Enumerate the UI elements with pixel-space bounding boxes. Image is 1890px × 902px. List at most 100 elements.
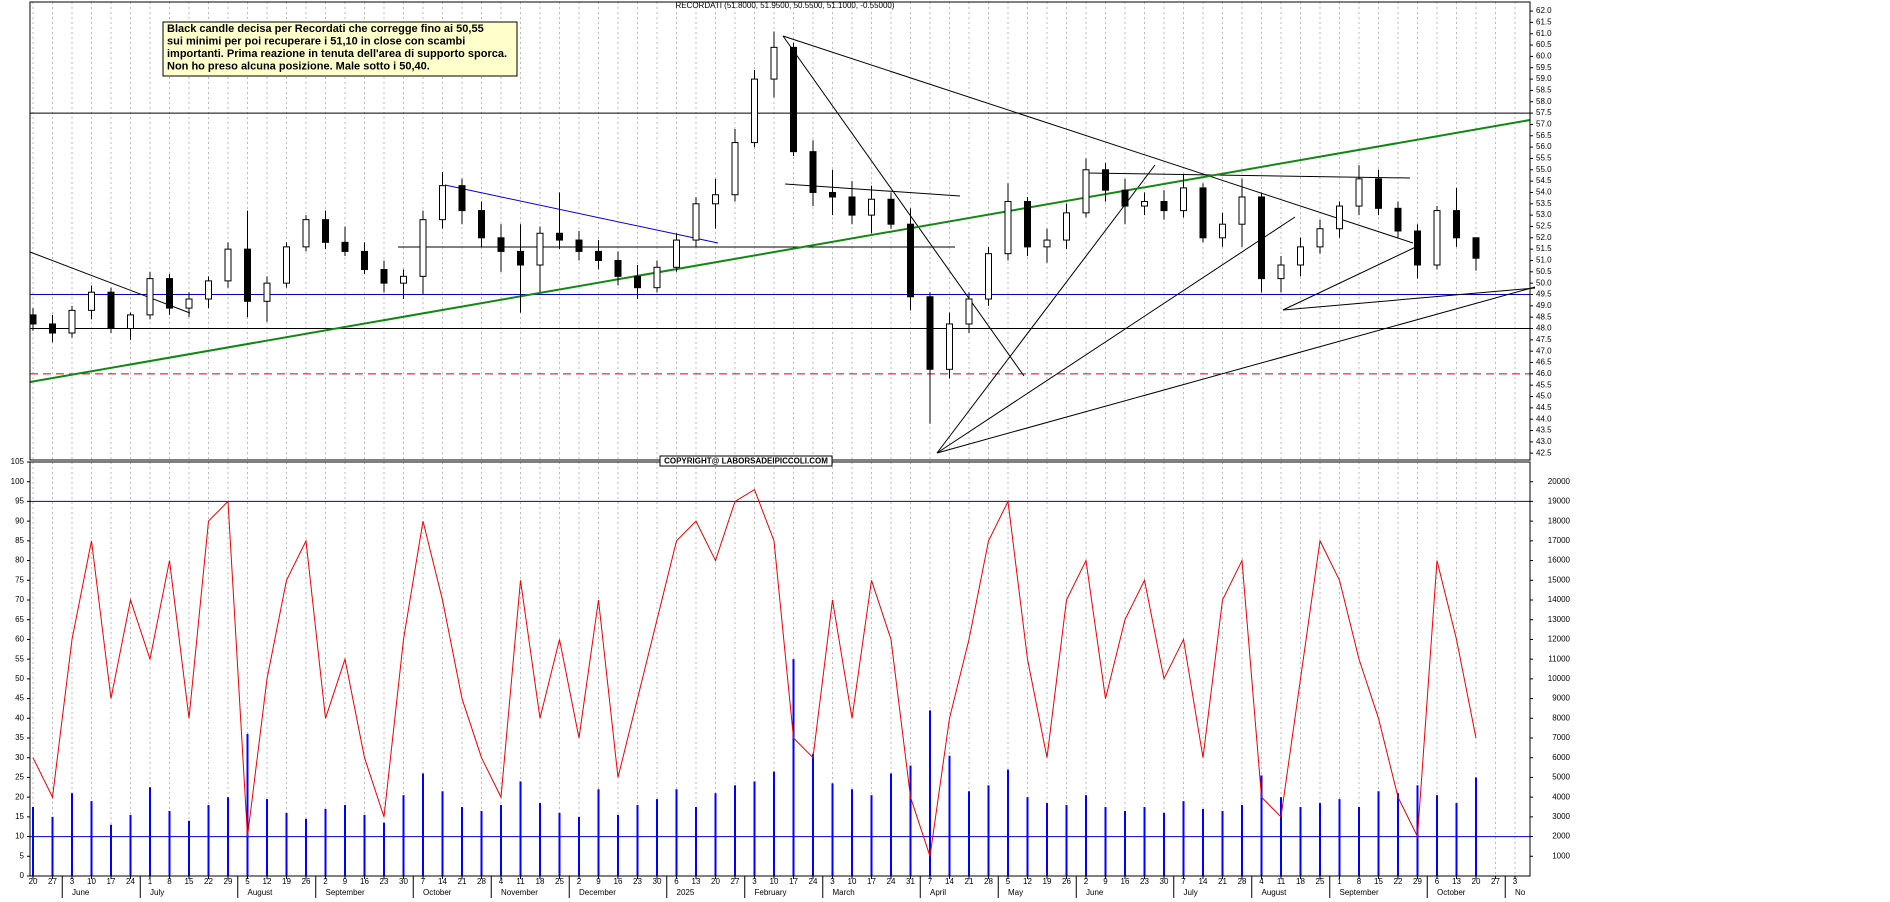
x-tick-label: 7 — [928, 877, 933, 886]
candle-body — [751, 78, 758, 144]
x-tick-label: 17 — [107, 877, 116, 886]
x-tick-label: 18 — [1296, 877, 1305, 886]
volume-bar — [597, 789, 600, 876]
y-tick-label: 61.0 — [1536, 29, 1552, 38]
y-tick-label: 50.5 — [1536, 267, 1552, 276]
y-tick-label: 51.5 — [1536, 244, 1552, 253]
volume-bar — [1241, 805, 1243, 876]
x-tick-label: 27 — [731, 877, 740, 886]
y-tick-label: 60 — [15, 635, 24, 644]
month-label: April — [930, 888, 946, 897]
volume-bar — [968, 791, 970, 876]
y-tick-label: 100 — [11, 477, 25, 486]
y2-tick-label: 8000 — [1552, 713, 1570, 722]
x-tick-label: 20 — [29, 877, 38, 886]
y-tick-label: 46.0 — [1536, 369, 1552, 378]
candle-body — [146, 278, 154, 316]
candle-body — [1414, 230, 1421, 266]
y-tick-label: 43.5 — [1536, 426, 1552, 435]
x-tick-label: 4 — [499, 877, 504, 886]
month-label: November — [501, 888, 538, 897]
y-tick-label: 105 — [11, 457, 25, 466]
y2-tick-label: 15000 — [1548, 575, 1571, 584]
y-tick-label: 53.5 — [1536, 199, 1552, 208]
month-label: August — [1262, 888, 1288, 897]
candle-body — [1160, 201, 1168, 212]
volume-bar — [402, 795, 405, 876]
x-tick-label: 22 — [1394, 877, 1403, 886]
candle-body — [1102, 169, 1109, 191]
trendline — [782, 35, 1414, 244]
candle-body — [1024, 201, 1031, 248]
month-label: December — [579, 888, 616, 897]
volume-bar — [929, 710, 931, 876]
y-tick-label: 45.0 — [1536, 392, 1552, 401]
candle-body — [965, 298, 973, 325]
y-tick-label: 61.5 — [1536, 18, 1552, 27]
candle-body — [868, 198, 875, 216]
x-tick-label: 3 — [70, 877, 75, 886]
y2-tick-label: 3000 — [1552, 812, 1570, 821]
volume-bar — [266, 799, 268, 876]
annotation-line: Black candle decisa per Recordati che co… — [167, 23, 484, 35]
x-tick-label: 16 — [614, 877, 623, 886]
y-tick-label: 48.5 — [1536, 312, 1552, 321]
volume-bar — [1260, 775, 1263, 876]
x-tick-label: 10 — [87, 877, 96, 886]
y-tick-label: 55.5 — [1536, 154, 1552, 163]
volume-bar — [207, 805, 210, 876]
volume-bar — [695, 807, 697, 876]
y2-tick-label: 17000 — [1548, 536, 1571, 545]
y-tick-label: 56.5 — [1536, 131, 1552, 140]
oscillator-line — [32, 488, 1477, 857]
x-tick-label: 5 — [1006, 877, 1011, 886]
trendline — [936, 216, 1296, 454]
candle-body — [341, 241, 349, 252]
month-label: June — [1086, 888, 1104, 897]
volume-bar — [1104, 807, 1107, 876]
x-tick-label: 25 — [1316, 877, 1325, 886]
volume-bar — [1280, 797, 1282, 876]
volume-bar — [539, 803, 541, 876]
volume-bar — [753, 781, 756, 876]
y2-tick-label: 16000 — [1548, 556, 1571, 565]
y-tick-label: 59.5 — [1536, 63, 1552, 72]
x-tick-label: 6 — [674, 877, 679, 886]
candle-body — [244, 248, 251, 302]
volume-bar — [870, 795, 873, 876]
x-tick-label: 6 — [1435, 877, 1440, 886]
x-tick-label: 19 — [282, 877, 291, 886]
y-tick-label: 55 — [15, 654, 24, 663]
candle-body — [1043, 239, 1051, 248]
volume-bar — [909, 765, 912, 876]
x-tick-label: 11 — [1277, 877, 1286, 886]
volume-bar — [656, 799, 658, 876]
y-tick-label: 15 — [15, 812, 24, 821]
x-tick-label: 5 — [245, 877, 250, 886]
volume-bar — [110, 824, 112, 876]
y-tick-label: 10 — [15, 832, 24, 841]
x-tick-label: 16 — [360, 877, 369, 886]
volume-bar — [32, 807, 34, 876]
y-tick-label: 65 — [15, 615, 24, 624]
candle-body — [1336, 205, 1343, 230]
candle-body — [49, 323, 56, 334]
volume-bar — [188, 820, 190, 876]
x-tick-label: 1 — [1337, 877, 1342, 886]
x-tick-label: 26 — [1062, 877, 1071, 886]
candle-body — [1180, 187, 1187, 212]
candle-body — [1453, 210, 1460, 239]
volume-bar — [1046, 803, 1048, 876]
y2-tick-label: 20000 — [1548, 477, 1571, 486]
month-label: July — [1184, 888, 1198, 897]
y-tick-label: 49.0 — [1536, 301, 1552, 310]
candle-body — [536, 232, 544, 266]
x-tick-label: 7 — [1181, 877, 1186, 886]
candle-body — [1355, 178, 1363, 207]
y-tick-label: 59.0 — [1536, 74, 1552, 83]
volume-bar — [578, 816, 580, 876]
x-tick-label: 4 — [1259, 877, 1264, 886]
candle-body — [478, 210, 485, 239]
x-tick-label: 13 — [692, 877, 701, 886]
trendline — [1086, 172, 1411, 179]
